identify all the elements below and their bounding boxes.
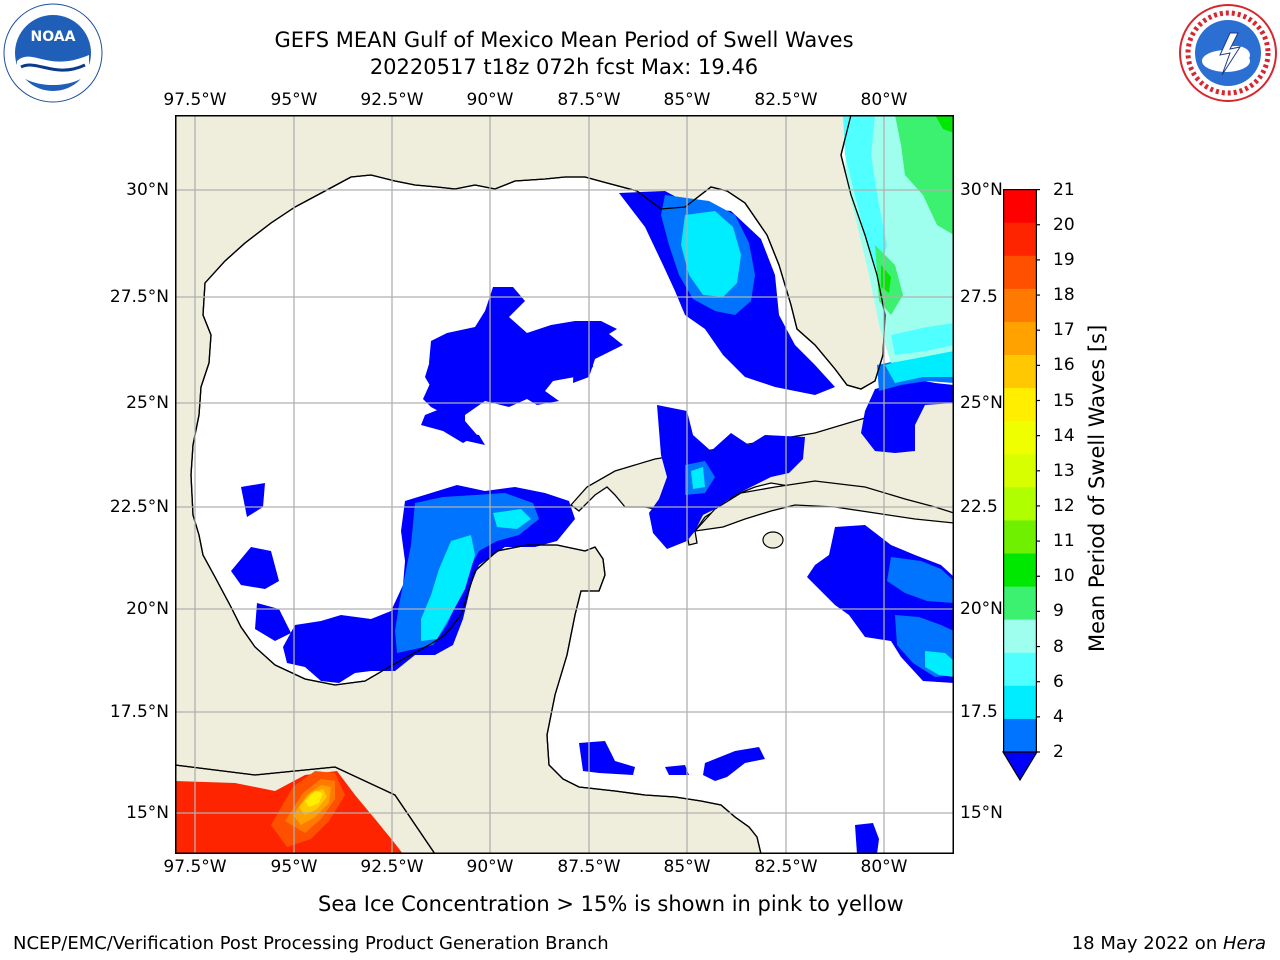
lon-tick-label: 92.5°W	[360, 857, 424, 877]
island	[762, 531, 784, 549]
lon-tick-label: 90°W	[466, 857, 514, 877]
lat-tick-label: 30°N	[126, 180, 169, 200]
lon-tick-label: 80°W	[860, 857, 908, 877]
colorbar-band	[1003, 421, 1037, 455]
noaa-logo: NOAA	[3, 3, 103, 103]
lon-tick-label: 95°W	[270, 90, 318, 110]
colorbar-tick-label: 2	[1053, 742, 1064, 762]
lon-tick-label: 85°W	[663, 90, 711, 110]
coastline-pacific	[175, 764, 436, 854]
chart-subtitle: 20220517 t18z 072h fcst Max: 19.46	[369, 55, 759, 79]
lon-tick-label: 80°W	[860, 90, 908, 110]
colorbar-band	[1003, 619, 1037, 654]
lat-tick-label: 15°N	[960, 803, 1003, 823]
colorbar-tick-label: 6	[1053, 671, 1064, 692]
lon-tick-label: 82.5°W	[754, 90, 818, 110]
colorbar-tick-label: 20	[1053, 214, 1075, 235]
colorbar-band	[1003, 355, 1037, 389]
colorbar-band	[1003, 520, 1037, 555]
lon-tick-label: 95°W	[270, 857, 318, 877]
footer-credit: NCEP/EMC/Verification Post Processing Pr…	[13, 933, 609, 954]
lon-tick-label: 97.5°W	[163, 90, 227, 110]
colorbar-tick-label: 13	[1053, 460, 1075, 481]
lat-tick-label: 17.5	[960, 702, 998, 722]
colorbar-tick-label: 4	[1053, 706, 1064, 727]
colorbar-tick-label: 9	[1053, 601, 1064, 622]
lat-tick-label: 22.5	[960, 497, 998, 517]
lat-tick-label: 20°N	[126, 599, 169, 619]
noaa-logo-text: NOAA	[31, 29, 76, 45]
colorbar-band	[1003, 288, 1037, 323]
colorbar-tick-label: 8	[1053, 636, 1064, 657]
chart-title: GEFS MEAN Gulf of Mexico Mean Period of …	[274, 28, 854, 52]
colorbar-tick-label: 21	[1053, 179, 1075, 200]
map-panel	[175, 115, 954, 854]
coastline	[190, 282, 762, 854]
colorbar-band	[1003, 685, 1037, 720]
colorbar-tick-label: 18	[1053, 285, 1075, 306]
footer-host: Hera	[1222, 933, 1266, 954]
colorbar-tick-label: 11	[1053, 531, 1075, 552]
colorbar-band	[1003, 652, 1037, 687]
colorbar-tick-label: 17	[1053, 320, 1075, 341]
colorbar-band	[1003, 255, 1037, 290]
map-svg	[175, 115, 954, 854]
lat-tick-label: 30°N	[960, 180, 1003, 200]
colorbar-bands	[1003, 189, 1037, 753]
nws-logo	[1178, 3, 1278, 103]
lon-tick-label: 90°W	[466, 90, 514, 110]
colorbar	[1000, 186, 1040, 786]
lon-tick-label: 97.5°W	[163, 857, 227, 877]
colorbar-band	[1003, 388, 1037, 422]
colorbar-band	[1003, 718, 1037, 753]
colorbar-extend-arrow	[1001, 751, 1039, 782]
colorbar-frame	[1002, 188, 1037, 753]
lat-tick-label: 27.5°N	[109, 287, 169, 307]
colorbar-band	[1003, 321, 1037, 356]
lon-tick-label: 87.5°W	[557, 857, 621, 877]
lon-tick-label: 82.5°W	[754, 857, 818, 877]
lon-tick-label: 92.5°W	[360, 90, 424, 110]
coastline-florida	[204, 115, 886, 390]
sea-ice-note: Sea Ice Concentration > 15% is shown in …	[318, 892, 904, 916]
colorbar-tick-label: 12	[1053, 495, 1075, 516]
colorbar-band	[1003, 553, 1037, 588]
colorbar-band	[1003, 454, 1037, 488]
colorbar-band	[1003, 222, 1037, 257]
lat-tick-label: 22.5°N	[109, 497, 169, 517]
colorbar-tick-label: 14	[1053, 425, 1075, 446]
lat-tick-label: 20°N	[960, 599, 1003, 619]
colorbar-tick-label: 10	[1053, 566, 1075, 587]
colorbar-tick-label: 15	[1053, 390, 1075, 411]
swell-contours	[175, 115, 954, 854]
map-frame	[175, 115, 954, 854]
colorbar-tick-label: 19	[1053, 249, 1075, 270]
lat-tick-label: 17.5°N	[109, 702, 169, 722]
footer-date-text: 18 May 2022 on	[1071, 933, 1223, 954]
graticule	[175, 115, 954, 854]
colorbar-band	[1003, 586, 1037, 621]
lon-tick-label: 85°W	[663, 857, 711, 877]
colorbar-label: Mean Period of Swell Waves [s]	[1085, 324, 1109, 652]
colorbar-band	[1003, 189, 1037, 224]
footer-date: 18 May 2022 on Hera	[1072, 933, 1266, 954]
colorbar-band	[1003, 487, 1037, 521]
lat-tick-label: 25°N	[126, 393, 169, 413]
cuba	[693, 480, 954, 532]
lat-tick-label: 15°N	[126, 803, 169, 823]
lat-tick-label: 27.5	[960, 287, 998, 307]
lat-tick-label: 25°N	[960, 393, 1003, 413]
lon-tick-label: 87.5°W	[557, 90, 621, 110]
colorbar-tick-label: 16	[1053, 355, 1075, 376]
